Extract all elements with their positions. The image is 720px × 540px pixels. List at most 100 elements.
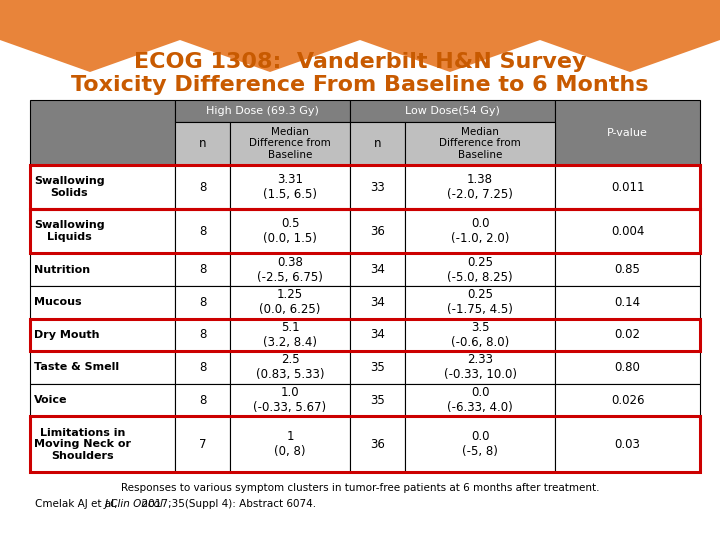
Bar xyxy=(230,253,350,286)
Text: 0.5
(0.0, 1.5): 0.5 (0.0, 1.5) xyxy=(263,217,317,245)
Text: 1.38
(-2.0, 7.25): 1.38 (-2.0, 7.25) xyxy=(447,173,513,201)
Bar xyxy=(350,100,555,122)
Text: 0.026: 0.026 xyxy=(611,394,644,407)
Text: 1
(0, 8): 1 (0, 8) xyxy=(274,430,306,458)
Text: 0.02: 0.02 xyxy=(614,328,641,341)
Text: 8: 8 xyxy=(199,263,206,276)
Text: 0.38
(-2.5, 6.75): 0.38 (-2.5, 6.75) xyxy=(257,255,323,284)
Text: 36: 36 xyxy=(370,225,385,238)
Polygon shape xyxy=(0,40,180,72)
Bar xyxy=(405,286,555,319)
Bar xyxy=(405,165,555,209)
Text: Median
Difference from
Baseline: Median Difference from Baseline xyxy=(439,127,521,160)
Text: Toxicity Difference From Baseline to 6 Months: Toxicity Difference From Baseline to 6 M… xyxy=(71,75,649,95)
Bar xyxy=(350,319,405,351)
Polygon shape xyxy=(540,40,720,72)
Bar xyxy=(350,286,405,319)
Bar xyxy=(175,122,230,165)
Bar xyxy=(405,416,555,472)
Bar xyxy=(175,416,230,472)
Text: 0.03: 0.03 xyxy=(615,438,640,451)
Bar xyxy=(175,351,230,384)
Text: J Clin Oncol: J Clin Oncol xyxy=(104,499,163,509)
Text: 1.25
(0.0, 6.25): 1.25 (0.0, 6.25) xyxy=(259,288,320,316)
Bar xyxy=(30,209,700,253)
Bar xyxy=(555,351,700,384)
Text: 3.5
(-0.6, 8.0): 3.5 (-0.6, 8.0) xyxy=(451,321,509,349)
Text: Voice: Voice xyxy=(34,395,68,405)
Bar xyxy=(555,319,700,351)
Bar xyxy=(175,286,230,319)
Text: 2.5
(0.83, 5.33): 2.5 (0.83, 5.33) xyxy=(256,354,324,381)
Text: . 2017;35(Suppl 4): Abstract 6074.: . 2017;35(Suppl 4): Abstract 6074. xyxy=(135,499,316,509)
Text: 0.0
(-5, 8): 0.0 (-5, 8) xyxy=(462,430,498,458)
Text: Median
Difference from
Baseline: Median Difference from Baseline xyxy=(249,127,331,160)
Text: 8: 8 xyxy=(199,394,206,407)
Bar xyxy=(30,416,175,472)
Text: 34: 34 xyxy=(370,328,385,341)
Bar xyxy=(230,351,350,384)
Text: 0.0
(-6.33, 4.0): 0.0 (-6.33, 4.0) xyxy=(447,386,513,414)
Text: Low Dose(54 Gy): Low Dose(54 Gy) xyxy=(405,106,500,116)
Bar xyxy=(555,384,700,416)
Text: Swallowing
Solids: Swallowing Solids xyxy=(34,176,104,198)
Bar xyxy=(350,165,405,209)
Bar xyxy=(350,209,405,253)
Bar xyxy=(350,384,405,416)
Text: 0.25
(-1.75, 4.5): 0.25 (-1.75, 4.5) xyxy=(447,288,513,316)
Bar xyxy=(230,122,350,165)
Bar xyxy=(30,165,175,209)
Text: Limitations in
Moving Neck or
Shoulders: Limitations in Moving Neck or Shoulders xyxy=(34,428,131,461)
Text: n: n xyxy=(374,137,382,150)
Text: 36: 36 xyxy=(370,438,385,451)
Text: 33: 33 xyxy=(370,180,385,193)
Text: 0.25
(-5.0, 8.25): 0.25 (-5.0, 8.25) xyxy=(447,255,513,284)
Bar xyxy=(30,100,175,165)
Text: Cmelak AJ et al,: Cmelak AJ et al, xyxy=(35,499,121,509)
Bar xyxy=(175,253,230,286)
Bar xyxy=(555,253,700,286)
Bar xyxy=(30,319,175,351)
Bar xyxy=(30,165,700,209)
Text: 8: 8 xyxy=(199,180,206,193)
Text: Mucous: Mucous xyxy=(34,297,81,307)
Text: 0.80: 0.80 xyxy=(615,361,640,374)
Bar xyxy=(555,165,700,209)
Text: 8: 8 xyxy=(199,361,206,374)
Bar xyxy=(230,319,350,351)
Polygon shape xyxy=(360,40,540,72)
Bar xyxy=(30,253,175,286)
Text: Dry Mouth: Dry Mouth xyxy=(34,330,99,340)
Bar xyxy=(230,384,350,416)
Bar xyxy=(175,209,230,253)
Text: 3.31
(1.5, 6.5): 3.31 (1.5, 6.5) xyxy=(263,173,317,201)
Text: 1.0
(-0.33, 5.67): 1.0 (-0.33, 5.67) xyxy=(253,386,327,414)
Bar xyxy=(405,351,555,384)
Text: 34: 34 xyxy=(370,296,385,309)
Text: Taste & Smell: Taste & Smell xyxy=(34,362,119,373)
Bar xyxy=(405,384,555,416)
Text: Swallowing
Liquids: Swallowing Liquids xyxy=(34,220,104,242)
Text: 35: 35 xyxy=(370,361,385,374)
Text: 0.14: 0.14 xyxy=(614,296,641,309)
Bar xyxy=(555,286,700,319)
Bar xyxy=(30,319,700,351)
Bar xyxy=(405,253,555,286)
Bar xyxy=(30,384,175,416)
Text: n: n xyxy=(199,137,206,150)
Bar xyxy=(350,122,405,165)
Text: Responses to various symptom clusters in tumor-free patients at 6 months after t: Responses to various symptom clusters in… xyxy=(121,483,599,493)
Text: 2.33
(-0.33, 10.0): 2.33 (-0.33, 10.0) xyxy=(444,354,516,381)
Bar xyxy=(30,416,700,472)
Bar xyxy=(175,384,230,416)
Bar xyxy=(350,253,405,286)
Text: 35: 35 xyxy=(370,394,385,407)
Bar xyxy=(30,286,175,319)
Bar xyxy=(230,286,350,319)
Bar xyxy=(405,319,555,351)
Polygon shape xyxy=(180,40,360,72)
Bar xyxy=(350,351,405,384)
Bar xyxy=(30,351,175,384)
Text: 8: 8 xyxy=(199,328,206,341)
Text: 34: 34 xyxy=(370,263,385,276)
